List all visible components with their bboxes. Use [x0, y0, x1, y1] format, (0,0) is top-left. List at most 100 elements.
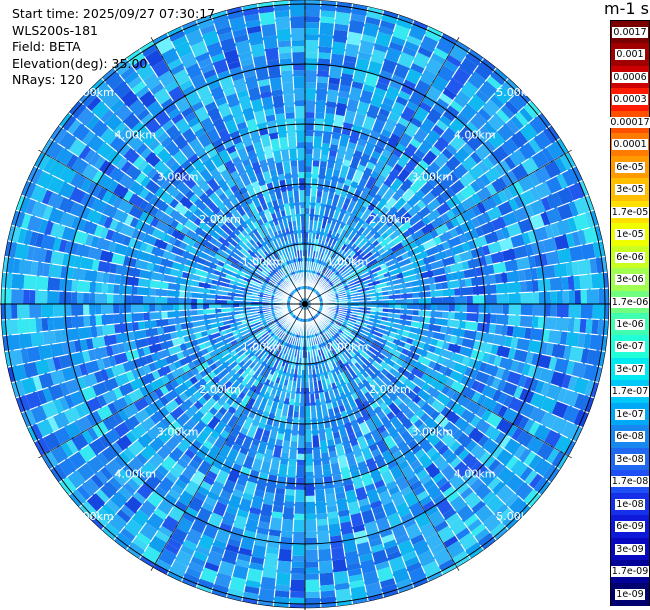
colorbar-tick-label: 6e-05	[615, 161, 645, 173]
gate-cell	[419, 101, 433, 113]
gate-cell	[76, 376, 87, 390]
gate-cell	[89, 315, 97, 327]
gate-cell	[529, 406, 547, 424]
gate-cell	[157, 525, 173, 538]
gate-cell	[280, 333, 286, 340]
gate-cell	[71, 433, 89, 452]
gate-cell	[332, 558, 348, 573]
gate-cell	[86, 492, 106, 512]
gate-cell	[256, 374, 263, 382]
gate-cell	[370, 353, 383, 365]
gate-cell	[327, 408, 337, 422]
gate-cell	[211, 352, 225, 363]
gate-cell	[499, 434, 512, 449]
gate-cell	[370, 272, 378, 279]
gate-cell	[260, 23, 277, 38]
gate-cell	[336, 195, 346, 209]
colorbar-tick-label: 0.0003	[612, 94, 648, 106]
gate-cell	[311, 178, 319, 185]
gate-cell	[495, 282, 509, 294]
gate-cell	[273, 319, 280, 324]
gate-cell	[471, 391, 482, 403]
gate-cell	[60, 442, 74, 458]
gate-cell	[237, 337, 250, 347]
gate-cell	[429, 409, 441, 421]
colorbar-tick-label: 1e-09	[615, 588, 645, 600]
gate-cell	[155, 304, 162, 312]
gate-cell	[317, 422, 325, 430]
gate-cell	[425, 505, 439, 517]
gate-cell	[386, 168, 401, 183]
gate-cell	[135, 469, 149, 483]
gate-cell	[349, 512, 364, 527]
gate-cell	[320, 590, 336, 598]
gate-cell	[420, 191, 436, 206]
gate-cell	[385, 388, 399, 403]
gate-cell	[512, 181, 525, 195]
gate-cell	[305, 429, 313, 442]
gate-cell	[445, 209, 456, 220]
gate-cell	[368, 254, 376, 262]
gate-cell	[225, 505, 239, 516]
gate-cell	[289, 597, 305, 604]
gate-cell	[477, 160, 490, 174]
gate-cell	[108, 355, 117, 367]
gate-cell	[140, 416, 156, 433]
gate-cell	[328, 65, 343, 79]
gate-cell	[478, 313, 485, 323]
gate-cell	[362, 268, 370, 274]
gate-cell	[316, 524, 329, 532]
gate-cell	[465, 121, 479, 135]
gate-cell	[157, 365, 172, 378]
gate-cell	[316, 184, 324, 192]
gate-cell	[439, 481, 453, 494]
gate-cell	[343, 319, 350, 324]
gate-cell	[561, 373, 572, 390]
colorbar-tick-label: 3e-06	[615, 274, 645, 286]
gate-cell	[328, 149, 338, 158]
gate-cell	[240, 331, 253, 340]
gate-cell	[289, 160, 298, 167]
gate-cell	[525, 280, 533, 293]
gate-cell	[373, 479, 386, 489]
gate-cell	[347, 568, 363, 577]
gate-cell	[342, 248, 354, 260]
gate-cell	[258, 397, 269, 411]
gate-cell	[336, 373, 344, 381]
gate-cell	[332, 207, 342, 220]
gate-cell	[78, 444, 97, 463]
gate-cell	[305, 184, 312, 197]
gate-cell	[425, 446, 438, 458]
gate-cell	[330, 547, 346, 561]
gate-cell	[348, 321, 356, 326]
gate-cell	[30, 423, 43, 441]
gate-cell	[79, 363, 89, 377]
gate-cell	[340, 325, 352, 334]
gate-cell	[495, 484, 515, 504]
gate-cell	[382, 304, 389, 309]
gate-cell	[5, 304, 12, 320]
gate-cell	[368, 443, 379, 452]
gate-cell	[291, 555, 305, 562]
gate-cell	[556, 304, 569, 318]
gate-cell	[433, 152, 450, 169]
gate-cell	[275, 487, 286, 495]
gate-cell	[583, 363, 599, 382]
colorbar-cell: 1.7e-05	[610, 200, 650, 224]
gate-cell	[136, 347, 146, 358]
gate-cell	[460, 304, 467, 313]
gate-cell	[146, 512, 165, 531]
colorbar-cell: 6e-06	[611, 245, 649, 269]
colorbar-cell: 3e-05	[611, 178, 649, 202]
start-time-text: Start time: 2025/09/27 07:30:17	[12, 6, 216, 21]
gate-cell	[401, 550, 418, 562]
gate-cell	[256, 527, 270, 536]
gate-cell	[394, 304, 401, 309]
gate-cell	[339, 272, 351, 282]
gate-cell	[284, 330, 292, 342]
gate-cell	[285, 329, 290, 336]
colorbar-cell: 6e-07	[611, 335, 649, 359]
gate-cell	[365, 367, 378, 380]
gate-cell	[326, 89, 339, 103]
gate-cell	[286, 416, 294, 424]
